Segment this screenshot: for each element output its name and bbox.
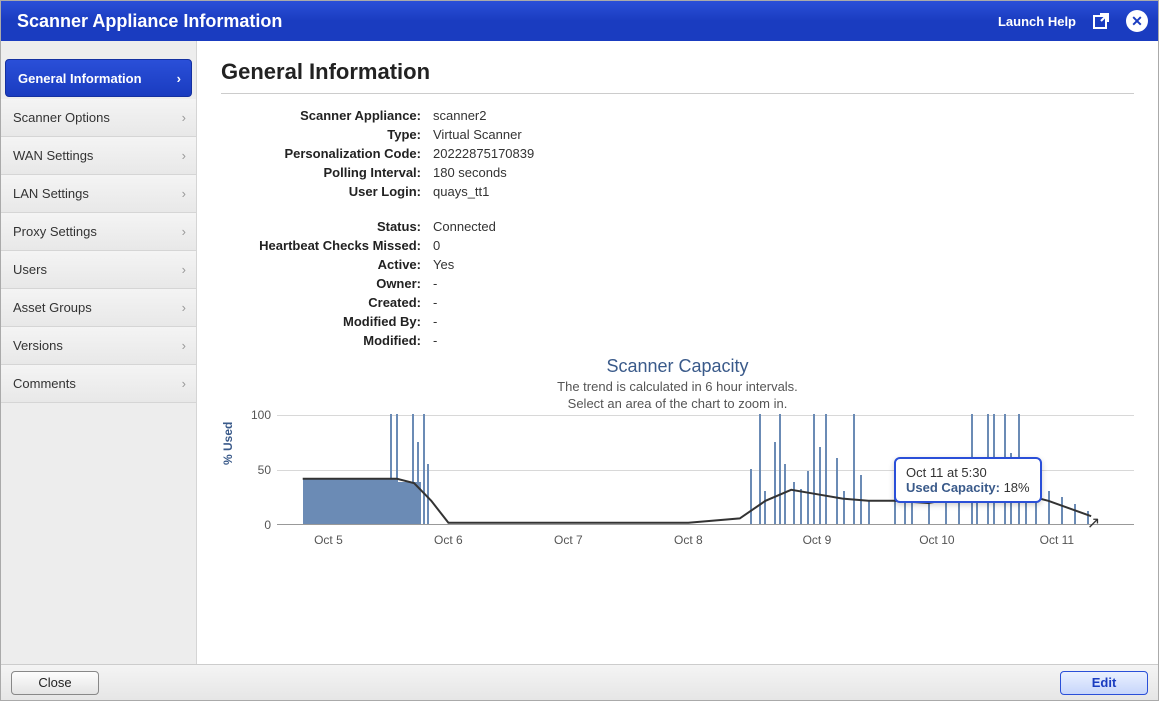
sidebar-item-label: Comments bbox=[13, 376, 76, 391]
field-value: 180 seconds bbox=[433, 165, 1134, 180]
sidebar-nav: General Information›Scanner Options›WAN … bbox=[1, 41, 197, 664]
chart-x-tick: Oct 11 bbox=[1040, 533, 1074, 547]
chevron-right-icon: › bbox=[177, 71, 181, 86]
chart-x-tick: Oct 9 bbox=[803, 533, 832, 547]
sidebar-item-label: Versions bbox=[13, 338, 63, 353]
chart-subtitle-1: The trend is calculated in 6 hour interv… bbox=[221, 379, 1134, 394]
field-label: Heartbeat Checks Missed: bbox=[221, 238, 421, 253]
sidebar-item-wan-settings[interactable]: WAN Settings › bbox=[1, 137, 196, 175]
chart-x-tick: Oct 7 bbox=[554, 533, 583, 547]
chart-y-tick: 100 bbox=[243, 408, 271, 422]
sidebar-item-label: General Information bbox=[18, 71, 142, 86]
field-label: Type: bbox=[221, 127, 421, 142]
main-panel: General Information Scanner Appliance: sc… bbox=[197, 41, 1158, 664]
field-label: Modified: bbox=[221, 333, 421, 348]
field-value: - bbox=[433, 333, 1134, 348]
chart-plot-area[interactable]: Oct 11 at 5:30Used Capacity: 18%↖ bbox=[277, 415, 1134, 525]
sidebar-item-comments[interactable]: Comments › bbox=[1, 365, 196, 403]
chart-title: Scanner Capacity bbox=[221, 356, 1134, 377]
chart-y-tick: 0 bbox=[243, 518, 271, 532]
launch-help-link[interactable]: Launch Help bbox=[998, 14, 1076, 29]
tooltip-time: Oct 11 at 5:30 bbox=[906, 465, 1030, 480]
field-label: Polling Interval: bbox=[221, 165, 421, 180]
chevron-right-icon: › bbox=[182, 376, 186, 391]
sidebar-item-scanner-options[interactable]: Scanner Options › bbox=[1, 99, 196, 137]
field-label: User Login: bbox=[221, 184, 421, 199]
sidebar-item-versions[interactable]: Versions › bbox=[1, 327, 196, 365]
chevron-right-icon: › bbox=[182, 110, 186, 125]
chevron-right-icon: › bbox=[182, 186, 186, 201]
chevron-right-icon: › bbox=[182, 300, 186, 315]
field-value: scanner2 bbox=[433, 108, 1134, 123]
chart-x-tick: Oct 6 bbox=[434, 533, 463, 547]
field-label: Active: bbox=[221, 257, 421, 272]
field-value: 0 bbox=[433, 238, 1134, 253]
sidebar-item-label: Proxy Settings bbox=[13, 224, 97, 239]
scanner-appliance-window: Scanner Appliance Information Launch Hel… bbox=[0, 0, 1159, 701]
sidebar-item-proxy-settings[interactable]: Proxy Settings › bbox=[1, 213, 196, 251]
close-icon[interactable]: ✕ bbox=[1126, 10, 1148, 32]
sidebar-item-label: Users bbox=[13, 262, 47, 277]
sidebar-item-users[interactable]: Users › bbox=[1, 251, 196, 289]
chevron-right-icon: › bbox=[182, 338, 186, 353]
sidebar-item-asset-groups[interactable]: Asset Groups › bbox=[1, 289, 196, 327]
edit-button[interactable]: Edit bbox=[1060, 671, 1148, 695]
field-value: - bbox=[433, 276, 1134, 291]
field-label: Personalization Code: bbox=[221, 146, 421, 161]
field-label: Scanner Appliance: bbox=[221, 108, 421, 123]
chevron-right-icon: › bbox=[182, 224, 186, 239]
tooltip-label: Used Capacity: bbox=[906, 480, 1000, 495]
sidebar-item-lan-settings[interactable]: LAN Settings › bbox=[1, 175, 196, 213]
field-label: Owner: bbox=[221, 276, 421, 291]
tooltip-value: 18% bbox=[1004, 480, 1030, 495]
scanner-capacity-chart[interactable]: Scanner Capacity The trend is calculated… bbox=[221, 356, 1134, 565]
field-label: Modified By: bbox=[221, 314, 421, 329]
popout-icon[interactable] bbox=[1090, 10, 1112, 32]
sidebar-item-label: WAN Settings bbox=[13, 148, 93, 163]
chart-x-tick: Oct 8 bbox=[674, 533, 703, 547]
title-bar: Scanner Appliance Information Launch Hel… bbox=[1, 1, 1158, 41]
chart-y-tick: 50 bbox=[243, 463, 271, 477]
field-label: Created: bbox=[221, 295, 421, 310]
field-value: - bbox=[433, 314, 1134, 329]
chart-x-tick: Oct 5 bbox=[314, 533, 343, 547]
footer-bar: Close Edit bbox=[1, 664, 1158, 700]
chevron-right-icon: › bbox=[182, 262, 186, 277]
field-value: Virtual Scanner bbox=[433, 127, 1134, 142]
sidebar-item-general-information[interactable]: General Information › bbox=[5, 59, 192, 97]
chart-subtitle-2: Select an area of the chart to zoom in. bbox=[221, 396, 1134, 411]
divider bbox=[221, 93, 1134, 94]
chart-tooltip: Oct 11 at 5:30Used Capacity: 18% bbox=[894, 457, 1042, 503]
info-grid: Scanner Appliance: scanner2 Type: Virtual S… bbox=[221, 108, 1134, 348]
chart-x-axis: Oct 5 Oct 6 Oct 7 Oct 8 Oct 9 Oct 10 Oct 11 bbox=[277, 527, 1134, 557]
field-value: 20222875170839 bbox=[433, 146, 1134, 161]
field-value: quays_tt1 bbox=[433, 184, 1134, 199]
chart-y-axis-label: % Used bbox=[221, 422, 235, 465]
field-value: Connected bbox=[433, 219, 1134, 234]
page-title: General Information bbox=[221, 59, 1134, 85]
sidebar-item-label: LAN Settings bbox=[13, 186, 89, 201]
chevron-right-icon: › bbox=[182, 148, 186, 163]
sidebar-item-label: Scanner Options bbox=[13, 110, 110, 125]
close-button[interactable]: Close bbox=[11, 671, 99, 695]
chart-x-tick: Oct 10 bbox=[919, 533, 954, 547]
sidebar-item-label: Asset Groups bbox=[13, 300, 92, 315]
field-value: Yes bbox=[433, 257, 1134, 272]
field-label: Status: bbox=[221, 219, 421, 234]
window-title: Scanner Appliance Information bbox=[17, 11, 282, 32]
field-value: - bbox=[433, 295, 1134, 310]
